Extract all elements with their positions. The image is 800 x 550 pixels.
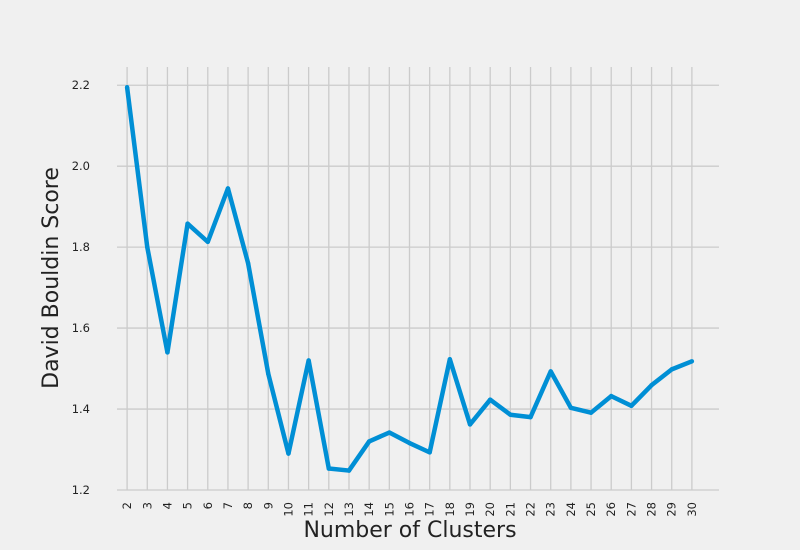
data-point bbox=[145, 244, 150, 250]
y-tick-label: 1.4 bbox=[72, 402, 90, 416]
x-tick-label: 5 bbox=[181, 502, 195, 509]
data-point bbox=[548, 369, 553, 374]
data-point bbox=[467, 422, 473, 427]
data-point bbox=[508, 412, 513, 417]
x-axis-title: Number of Clusters bbox=[303, 518, 516, 543]
data-point bbox=[588, 410, 594, 415]
x-tick-label: 15 bbox=[382, 502, 396, 517]
data-point bbox=[487, 397, 493, 402]
x-tick-label: 27 bbox=[624, 502, 638, 517]
x-tick-label: 4 bbox=[160, 502, 174, 509]
x-tick-label: 30 bbox=[685, 502, 699, 517]
y-axis-title: David Bouldin Score bbox=[39, 167, 64, 389]
data-point bbox=[205, 239, 210, 245]
data-point bbox=[366, 439, 372, 444]
x-tick-label: 2 bbox=[120, 502, 134, 509]
x-tick-label: 20 bbox=[483, 502, 497, 517]
y-axis-ticks: 1.2 1.4 1.6 1.8 2.0 2.2 bbox=[72, 78, 90, 497]
x-tick-label: 23 bbox=[544, 502, 558, 517]
x-tick-label: 9 bbox=[261, 502, 275, 509]
x-tick-label: 13 bbox=[342, 502, 356, 517]
x-tick-label: 28 bbox=[645, 502, 659, 517]
data-point bbox=[326, 466, 332, 471]
data-point bbox=[225, 186, 231, 191]
x-tick-label: 10 bbox=[281, 502, 295, 517]
data-point bbox=[669, 367, 674, 372]
x-tick-label: 26 bbox=[604, 502, 618, 517]
data-point bbox=[165, 350, 170, 355]
x-tick-label: 22 bbox=[524, 502, 538, 517]
x-tick-label: 17 bbox=[423, 502, 437, 517]
data-point bbox=[387, 430, 392, 435]
x-tick-label: 16 bbox=[403, 502, 417, 517]
data-point bbox=[629, 403, 634, 409]
data-point bbox=[286, 451, 291, 456]
x-tick-label: 25 bbox=[584, 502, 598, 517]
y-tick-label: 1.2 bbox=[72, 483, 90, 497]
x-tick-label: 14 bbox=[362, 502, 376, 517]
y-tick-label: 2.2 bbox=[72, 78, 90, 92]
data-point bbox=[528, 414, 533, 420]
y-tick-label: 1.8 bbox=[72, 240, 90, 254]
x-tick-label: 11 bbox=[302, 502, 316, 517]
data-point bbox=[306, 358, 311, 363]
data-point bbox=[124, 85, 130, 90]
x-tick-label: 21 bbox=[503, 502, 517, 517]
x-tick-label: 29 bbox=[665, 502, 679, 517]
data-point bbox=[568, 405, 574, 411]
data-point bbox=[245, 261, 251, 266]
x-tick-label: 8 bbox=[241, 502, 255, 509]
data-point bbox=[407, 440, 412, 446]
y-tick-label: 2.0 bbox=[72, 159, 90, 173]
x-tick-label: 24 bbox=[564, 502, 578, 517]
data-point bbox=[447, 357, 453, 362]
data-point bbox=[427, 450, 432, 455]
x-tick-label: 12 bbox=[322, 502, 336, 517]
grid bbox=[117, 67, 719, 491]
y-tick-label: 1.6 bbox=[72, 321, 90, 335]
series-layer bbox=[124, 85, 695, 473]
x-tick-label: 18 bbox=[443, 502, 457, 517]
data-point bbox=[689, 359, 695, 364]
data-point bbox=[185, 221, 190, 226]
x-tick-label: 7 bbox=[221, 502, 235, 509]
data-point bbox=[266, 371, 271, 377]
data-point bbox=[649, 382, 654, 388]
data-point bbox=[346, 468, 352, 473]
x-tick-label: 19 bbox=[463, 502, 477, 517]
x-axis-ticks: 2 3 4 5 6 7 8 9 10 11 12 13 14 15 16 17 18 19 20 21 22 23 24 25… bbox=[120, 502, 699, 517]
x-tick-label: 3 bbox=[140, 502, 154, 509]
data-point bbox=[609, 393, 614, 399]
x-tick-label: 6 bbox=[201, 502, 215, 509]
